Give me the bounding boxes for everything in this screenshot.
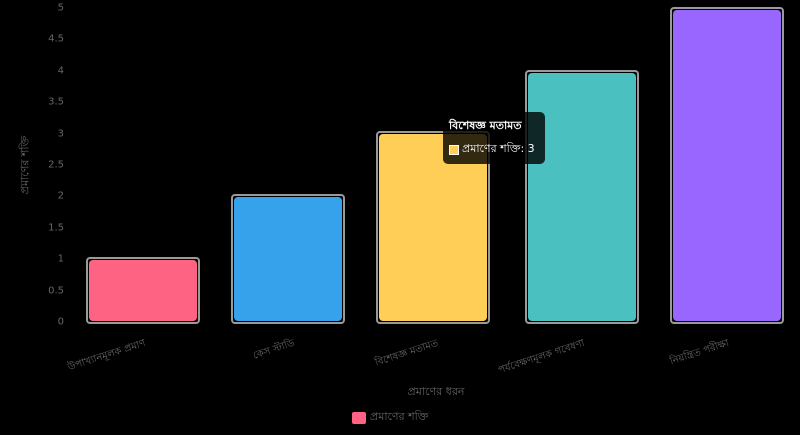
bar-fill [673,10,781,321]
bar-fill [379,134,487,321]
bar-2[interactable] [231,194,345,324]
legend-label: প্রমাণের শক্তি [370,410,429,423]
x-tick-label: কেস স্টাডি [251,337,297,362]
tooltip-title: বিশেষজ্ঞ মতামত [449,119,522,132]
y-tick: 4.5 [48,33,64,45]
tooltip-swatch [449,144,459,155]
x-axis-title: প্রমাণের ধরন [407,385,465,398]
y-tick: 3 [57,128,64,140]
bar-4[interactable] [525,70,639,324]
x-tick-label: বিশেষজ্ঞ মতামত [374,337,441,369]
y-tick: 1 [57,253,64,265]
tooltip: বিশেষজ্ঞ মতামত প্রমাণের শক্তি: 3 [443,112,545,164]
legend-item[interactable]: প্রমাণের শক্তি [352,408,428,427]
x-tick-label: উপাখ্যানমূলক প্রমাণ [66,337,148,374]
y-tick: 0 [57,316,64,328]
y-tick: 2 [57,190,64,202]
y-tick: 0.5 [48,285,64,297]
tooltip-row: প্রমাণের শক্তি: 3 [449,140,539,159]
bar-fill [528,73,636,321]
y-tick: 2.5 [48,159,64,171]
y-axis-title: প্রমাণের শক্তি [18,135,32,195]
y-tick: 4 [57,65,64,77]
x-tick-label: নিয়ন্ত্রিত পরীক্ষা [668,337,731,368]
y-tick: 3.5 [48,96,64,108]
bar-fill [89,260,197,321]
y-tick: 5 [57,2,64,14]
y-tick: 1.5 [48,222,64,234]
bar-1[interactable] [86,257,200,324]
bar-3[interactable] [376,131,490,324]
bar-5[interactable] [670,7,784,324]
x-tick-label: পর্যবেক্ষণমূলক গবেষণা [496,337,587,377]
legend-swatch [352,411,366,424]
bar-fill [234,197,342,321]
tooltip-label: প্রমাণের শক্তি: 3 [462,142,535,155]
